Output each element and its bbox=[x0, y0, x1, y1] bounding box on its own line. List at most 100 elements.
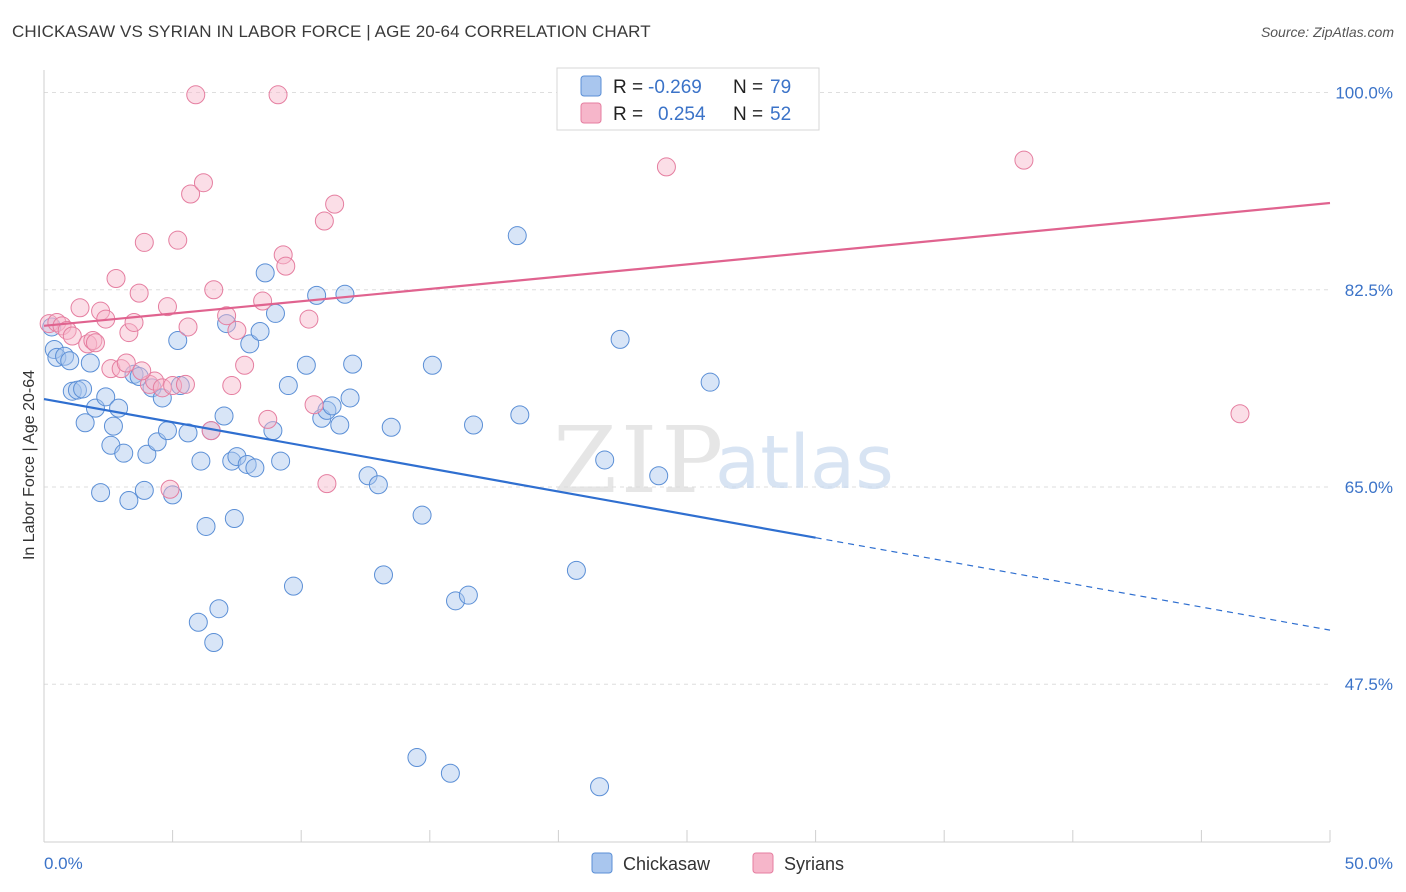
syrians-point-33 bbox=[222, 376, 242, 396]
chickasaw-point-30 bbox=[191, 451, 211, 471]
syrians-point-43 bbox=[314, 211, 334, 231]
syrians-point-25 bbox=[175, 374, 195, 394]
syrians-point-27 bbox=[181, 184, 201, 204]
syrians-point-37 bbox=[258, 409, 278, 429]
syrians-point-12 bbox=[111, 359, 131, 379]
x-tick-label-0: 0.0% bbox=[44, 854, 83, 873]
syrians-point-34 bbox=[227, 320, 247, 340]
chickasaw-point-74 bbox=[595, 450, 615, 470]
y-tick-label-3: 100.0% bbox=[1335, 84, 1393, 103]
syrians-point-38 bbox=[268, 85, 288, 105]
chickasaw-point-44 bbox=[255, 263, 275, 283]
chickasaw-point-66 bbox=[440, 763, 460, 783]
bottom-legend-swatch-syrians bbox=[752, 852, 774, 874]
syrians-point-49 bbox=[1230, 404, 1250, 424]
chickasaw-point-63 bbox=[407, 747, 427, 767]
chickasaw-point-33 bbox=[204, 633, 224, 653]
syrians-point-42 bbox=[304, 395, 324, 415]
trend-lines bbox=[43, 201, 1331, 631]
chickasaw-point-7 bbox=[75, 413, 95, 433]
legend-n-label-2: N = bbox=[733, 104, 763, 125]
syrians-point-50 bbox=[132, 361, 152, 381]
bottom-legend-syrians: Syrians bbox=[784, 854, 844, 874]
chickasaw-point-76 bbox=[649, 466, 669, 486]
syrians-point-39 bbox=[273, 245, 293, 265]
chickasaw-point-65 bbox=[422, 355, 442, 375]
chickasaw-point-36 bbox=[217, 314, 237, 334]
chickasaw-point-8 bbox=[80, 353, 100, 373]
chickasaw-point-48 bbox=[278, 376, 298, 396]
chickasaw-point-23 bbox=[152, 388, 172, 408]
syrians-point-14 bbox=[119, 323, 139, 343]
syrians-point-46 bbox=[656, 157, 676, 177]
syrians-point-1 bbox=[47, 312, 67, 332]
chickasaw-point-17 bbox=[124, 364, 144, 384]
chickasaw-point-39 bbox=[227, 447, 247, 467]
legend-r-label-1: R = bbox=[613, 77, 643, 98]
syrians-point-36 bbox=[253, 291, 273, 311]
syrians-point-16 bbox=[129, 283, 149, 303]
syrians-point-51 bbox=[85, 333, 105, 353]
bottom-legend-chickasaw: Chickasaw bbox=[623, 854, 711, 874]
syrians-point-7 bbox=[83, 330, 103, 350]
source-label: Source: ZipAtlas.com bbox=[1260, 24, 1394, 40]
chickasaw-point-11 bbox=[96, 387, 116, 407]
top-legend: R = -0.269 N = 79 R = 0.254 N = 52 bbox=[556, 67, 820, 131]
syrians-point-40 bbox=[276, 256, 296, 276]
chickasaw-point-15 bbox=[114, 443, 134, 463]
chickasaw-point-54 bbox=[322, 396, 342, 416]
chickasaw-point-51 bbox=[307, 285, 327, 305]
chickasaw-point-73 bbox=[590, 777, 610, 797]
syrians-point-48 bbox=[1014, 150, 1034, 170]
legend-n-label-1: N = bbox=[733, 77, 763, 98]
chickasaw-point-29 bbox=[188, 612, 208, 632]
y-tick-labels: 47.5% 65.0% 82.5% 100.0% bbox=[1335, 84, 1393, 695]
syrians-point-35 bbox=[235, 355, 255, 375]
chickasaw-point-55 bbox=[330, 415, 350, 435]
syrians-point-22 bbox=[160, 479, 180, 499]
chickasaw-point-70 bbox=[507, 226, 527, 246]
chickasaw-point-75 bbox=[610, 329, 630, 349]
chickasaw-point-62 bbox=[381, 417, 401, 437]
chickasaw-point-78 bbox=[73, 379, 93, 399]
watermark-zip: ZIP bbox=[553, 407, 727, 514]
chickasaw-point-24 bbox=[157, 421, 177, 441]
chickasaw-point-50 bbox=[296, 355, 316, 375]
syrians-point-31 bbox=[204, 280, 224, 300]
legend-r-label-2: R = bbox=[613, 104, 643, 125]
chickasaw-point-58 bbox=[343, 354, 363, 374]
syrians-point-26 bbox=[178, 317, 198, 337]
syrians-point-11 bbox=[106, 268, 126, 288]
chickasaw-point-49 bbox=[283, 576, 303, 596]
chickasaw-point-4 bbox=[60, 351, 80, 371]
syrians-trend-line bbox=[43, 201, 1331, 327]
x-tick-label-1: 50.0% bbox=[1345, 854, 1393, 873]
chickasaw-point-57 bbox=[340, 388, 360, 408]
legend-n-value-1: 79 bbox=[770, 77, 791, 98]
chickasaw-point-13 bbox=[103, 416, 123, 436]
y-tick-label-2: 82.5% bbox=[1345, 281, 1393, 300]
chickasaw-point-38 bbox=[224, 509, 244, 529]
chickasaw-point-47 bbox=[271, 451, 291, 471]
chickasaw-point-42 bbox=[245, 458, 265, 478]
syrians-point-45 bbox=[325, 194, 345, 214]
chickasaw-trend-extension bbox=[815, 537, 1331, 631]
watermark-atlas: atlas bbox=[715, 420, 894, 506]
chickasaw-point-64 bbox=[412, 505, 432, 525]
chickasaw-point-35 bbox=[214, 406, 234, 426]
chickasaw-point-77 bbox=[700, 372, 720, 392]
syrians-point-41 bbox=[299, 309, 319, 329]
chickasaw-point-34 bbox=[209, 599, 229, 619]
chickasaw-point-69 bbox=[464, 415, 484, 435]
chickasaw-point-2 bbox=[47, 347, 67, 367]
legend-n-value-2: 52 bbox=[770, 104, 791, 125]
chickasaw-point-56 bbox=[335, 284, 355, 304]
syrians-point-6 bbox=[78, 334, 98, 354]
chickasaw-point-68 bbox=[458, 585, 478, 605]
chickasaw-point-31 bbox=[196, 516, 216, 536]
syrians-point-28 bbox=[186, 85, 206, 105]
chart-title: CHICKASAW VS SYRIAN IN LABOR FORCE | AGE… bbox=[12, 22, 651, 41]
axes bbox=[43, 70, 1331, 843]
chickasaw-point-61 bbox=[374, 565, 394, 585]
